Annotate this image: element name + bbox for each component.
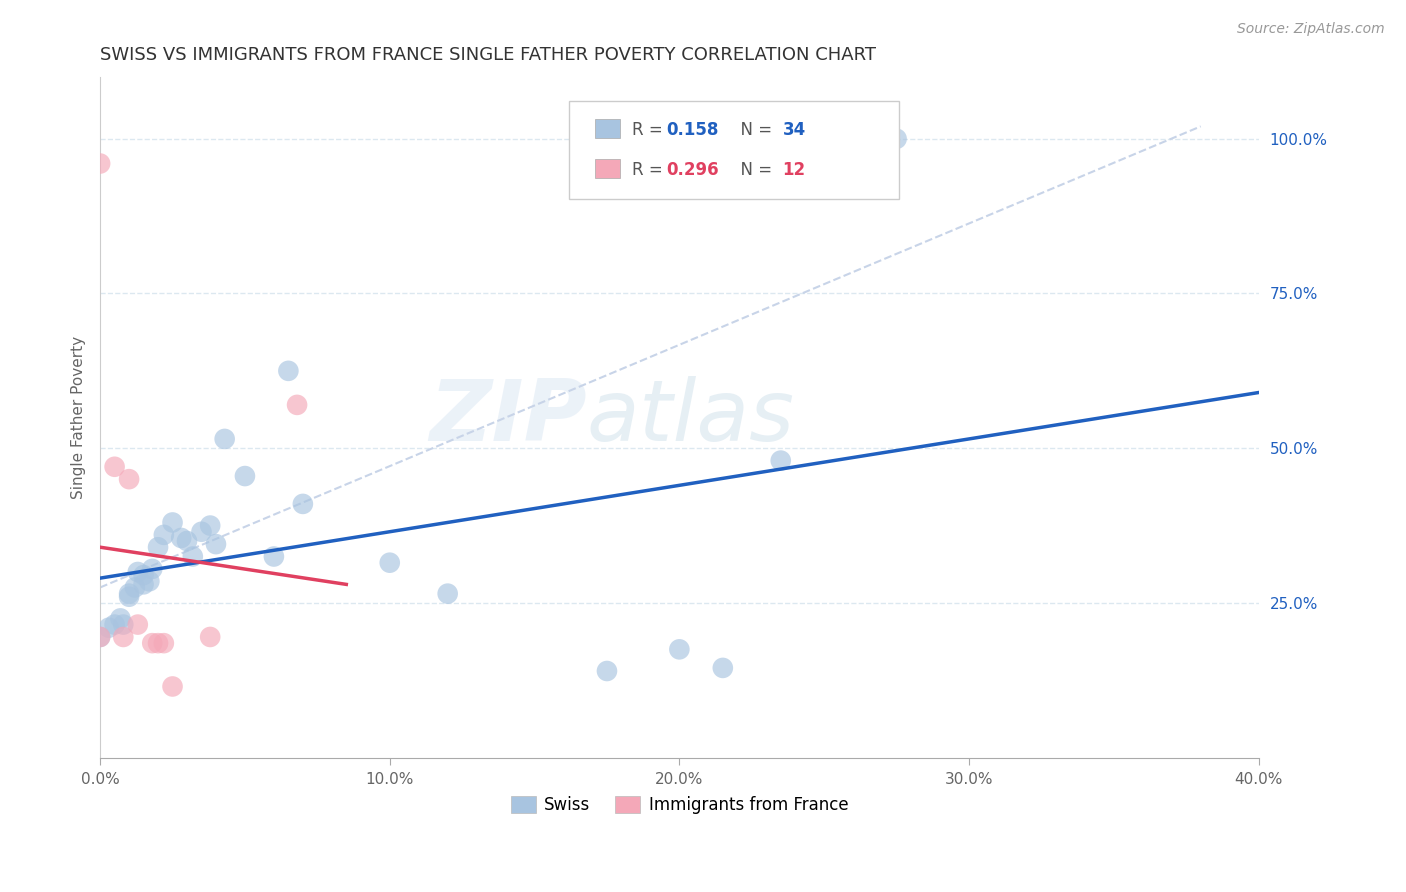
Point [127, 565, 149, 579]
Point [132, 568, 155, 582]
Point [141, 562, 163, 576]
Point [277, 364, 299, 378]
Text: N =: N = [730, 121, 778, 139]
Point [596, 664, 619, 678]
Point [127, 617, 149, 632]
FancyBboxPatch shape [595, 159, 620, 178]
Point [176, 534, 198, 549]
Text: ZIP: ZIP [429, 376, 586, 458]
Text: R =: R = [631, 121, 668, 139]
Point [162, 680, 184, 694]
Point [112, 617, 135, 632]
Text: SWISS VS IMMIGRANTS FROM FRANCE SINGLE FATHER POVERTY CORRELATION CHART: SWISS VS IMMIGRANTS FROM FRANCE SINGLE F… [100, 46, 876, 64]
Point [436, 587, 458, 601]
Legend: Swiss, Immigrants from France: Swiss, Immigrants from France [510, 796, 848, 814]
Point [291, 497, 314, 511]
Point [138, 574, 160, 589]
Point [205, 537, 228, 551]
Text: Source: ZipAtlas.com: Source: ZipAtlas.com [1237, 22, 1385, 37]
Text: atlas: atlas [586, 376, 794, 458]
Text: 34: 34 [783, 121, 806, 139]
Point [118, 590, 141, 604]
Point [97, 621, 120, 635]
Point [146, 636, 169, 650]
Text: 12: 12 [783, 161, 806, 179]
Point [89, 630, 111, 644]
Point [214, 432, 236, 446]
Y-axis label: Single Father Poverty: Single Father Poverty [72, 335, 86, 499]
Point [104, 459, 127, 474]
Text: 0.296: 0.296 [666, 161, 720, 179]
FancyBboxPatch shape [569, 101, 900, 200]
Point [668, 642, 690, 657]
Point [285, 398, 308, 412]
Point [162, 516, 184, 530]
Point [711, 661, 734, 675]
Point [110, 611, 132, 625]
Point [170, 531, 193, 545]
Point [124, 581, 146, 595]
Point [181, 549, 204, 564]
Point [233, 469, 256, 483]
Point [769, 453, 792, 467]
Point [198, 518, 221, 533]
Point [118, 587, 141, 601]
Point [263, 549, 285, 564]
Point [146, 540, 169, 554]
Text: N =: N = [730, 161, 778, 179]
Point [198, 630, 221, 644]
Point [112, 630, 135, 644]
Point [378, 556, 401, 570]
Point [104, 617, 127, 632]
Point [153, 636, 176, 650]
Point [89, 630, 111, 644]
Text: 0.158: 0.158 [666, 121, 718, 139]
Text: R =: R = [631, 161, 668, 179]
Point [190, 524, 212, 539]
FancyBboxPatch shape [595, 119, 620, 138]
Point [89, 156, 111, 170]
Point [141, 636, 163, 650]
Point [886, 132, 908, 146]
Point [132, 577, 155, 591]
Point [118, 472, 141, 486]
Point [153, 528, 176, 542]
